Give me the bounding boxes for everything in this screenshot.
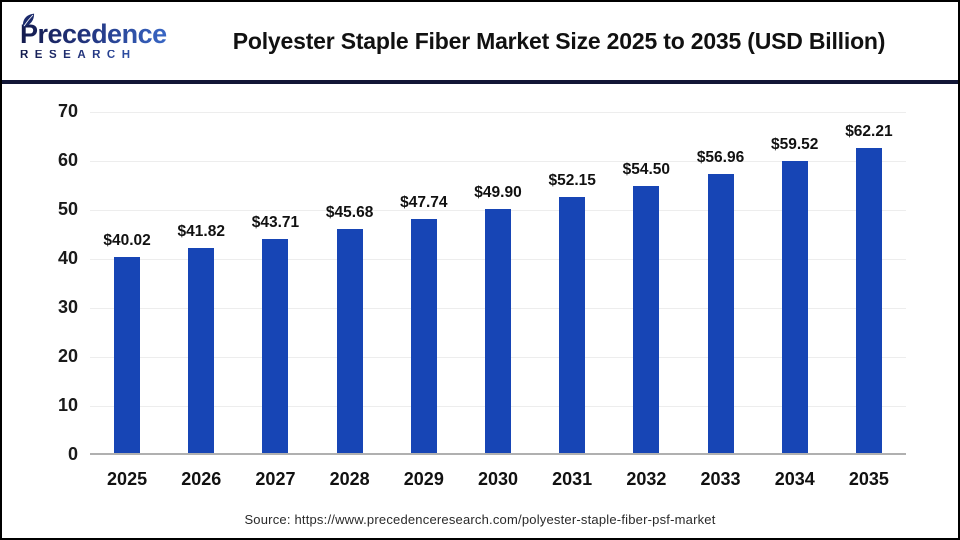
- logo-subtext: RESEARCH: [20, 49, 188, 62]
- bar-value-label: $56.96: [696, 148, 745, 166]
- gridline: [90, 112, 906, 113]
- bar-value-label: $62.21: [845, 123, 893, 141]
- bar: [485, 208, 511, 453]
- x-tick-label: 2026: [181, 469, 222, 489]
- bar-value-label: $54.50: [622, 160, 671, 178]
- header-divider: [2, 80, 958, 84]
- x-tick-label: 2032: [626, 469, 667, 489]
- gridline: [90, 161, 906, 162]
- x-tick-label: 2035: [848, 469, 889, 489]
- source-attribution: Source: https://www.precedenceresearch.c…: [244, 512, 716, 527]
- bar-value-label: $43.71: [251, 213, 300, 231]
- x-tick-label: 2029: [403, 469, 444, 489]
- logo-wordmark: Precedence: [20, 20, 188, 48]
- bar-value-label: $45.68: [325, 204, 374, 222]
- leaf-icon: [22, 13, 35, 28]
- x-tick-label: 2030: [477, 469, 519, 489]
- x-tick-label: 2034: [774, 469, 815, 489]
- plot-area: $40.02 $41.82 $43.71 $45.68 $47.74 $49.90 $52.…: [90, 112, 906, 455]
- y-tick-label: 0: [67, 444, 78, 464]
- bar: [114, 256, 141, 453]
- bar: [336, 229, 363, 453]
- y-tick-label: 40: [57, 248, 78, 268]
- bar-value-label: $52.15: [548, 172, 596, 190]
- title-area: Polyester Staple Fiber Market Size 2025 …: [188, 28, 958, 55]
- y-tick-label: 20: [57, 346, 78, 366]
- bar: [855, 148, 882, 453]
- header: Precedence RESEARCH Polyester Staple Fib…: [2, 2, 958, 80]
- chart-title: Polyester Staple Fiber Market Size 2025 …: [232, 27, 886, 54]
- bar: [188, 248, 215, 453]
- bar: [781, 161, 808, 453]
- y-tick-label: 50: [57, 199, 78, 219]
- x-tick-label: 2025: [107, 469, 148, 489]
- bar-value-label: $41.82: [177, 223, 225, 241]
- precedence-research-logo: Precedence RESEARCH: [20, 13, 188, 62]
- bar: [262, 238, 289, 453]
- bar-value-label: $59.52: [771, 136, 819, 154]
- bar: [410, 219, 437, 453]
- bar: [707, 173, 734, 453]
- y-tick-label: 10: [57, 395, 78, 415]
- chart-region: $40.02 $41.82 $43.71 $45.68 $47.74 $49.90 $52.…: [2, 84, 958, 538]
- x-tick-label: 2028: [329, 469, 370, 489]
- bar-value-label: $47.74: [400, 194, 448, 212]
- x-tick-label: 2033: [700, 469, 741, 489]
- y-tick-label: 60: [57, 150, 78, 170]
- bar: [633, 185, 660, 453]
- y-tick-label: 70: [57, 101, 78, 121]
- bar-value-label: $49.90: [474, 183, 522, 201]
- x-tick-label: 2031: [552, 469, 593, 489]
- bar-value-label: $40.02: [103, 231, 151, 249]
- x-tick-label: 2027: [255, 469, 296, 489]
- y-tick-label: 30: [57, 297, 78, 317]
- bar: [559, 197, 586, 453]
